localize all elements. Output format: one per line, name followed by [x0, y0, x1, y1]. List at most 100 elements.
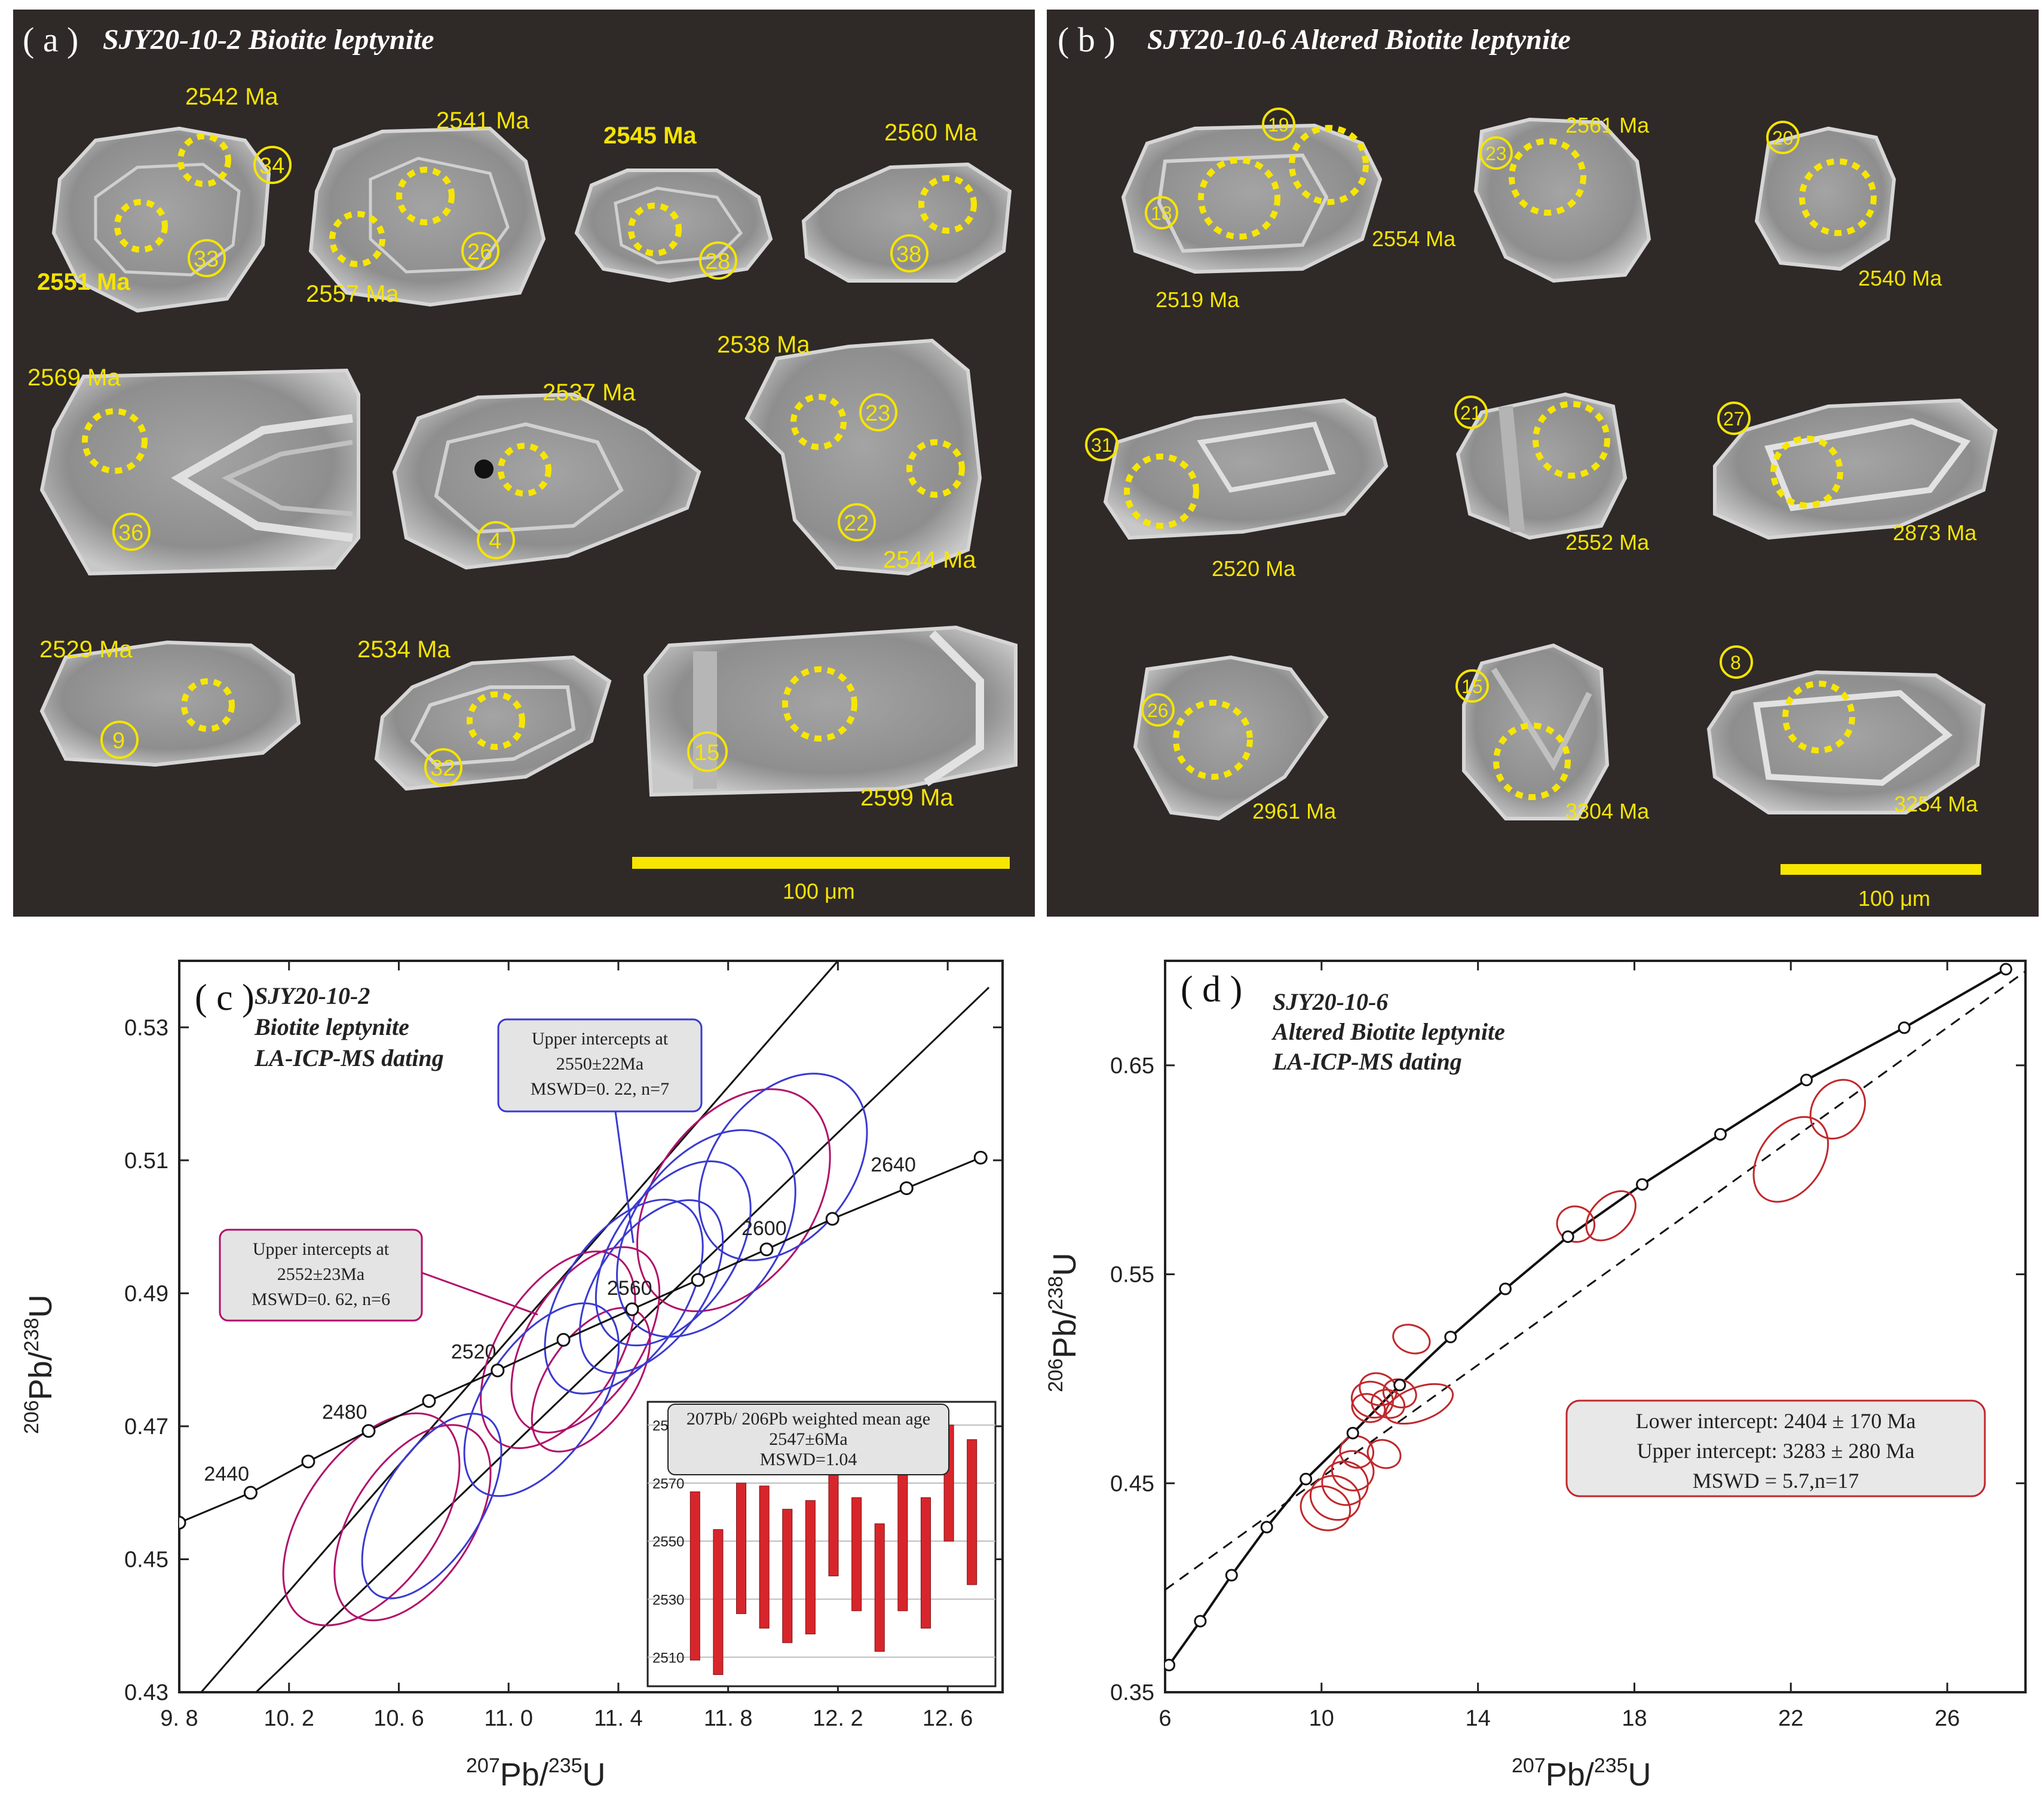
- scale-bar: [632, 857, 1010, 869]
- concordia-chart-c: 2440 2480 2520 2560 2600 2640 9. 8 10. 2 10. 6 1…: [20, 960, 1004, 1793]
- y-tick-label: 0.51: [124, 1148, 168, 1174]
- inset-bar: [782, 1509, 793, 1643]
- grain-age: 2538 Ma: [717, 332, 810, 358]
- y-tick-label: 0.45: [124, 1547, 168, 1572]
- error-ellipse-purple: [480, 1250, 636, 1450]
- spot-number: 36: [118, 520, 143, 546]
- zircon-grain: 2599 Ma 15: [643, 625, 1018, 811]
- annotation-line: 2550±22Ma: [556, 1054, 643, 1074]
- spot-number: 23: [1485, 143, 1507, 164]
- error-ellipse: [1339, 1435, 1375, 1469]
- inset-bar: [967, 1439, 977, 1585]
- error-ellipse: [1809, 1079, 1866, 1140]
- spot-number: 15: [1461, 676, 1483, 697]
- chart-letter: ( d ): [1181, 969, 1242, 1010]
- y-axis-label: 206Pb/238U: [1044, 1252, 1083, 1392]
- inset-tick-label: 2510: [652, 1650, 684, 1666]
- error-ellipse-purple: [282, 1412, 461, 1626]
- grain-age: 3254 Ma: [1894, 792, 1978, 816]
- error-ellipse: [1331, 1450, 1375, 1491]
- zircon-grain: 2534 Ma 32: [357, 636, 612, 791]
- y-tick-label: 0.65: [1110, 1053, 1154, 1079]
- error-ellipse: [1359, 1372, 1398, 1407]
- x-tick-label: 14: [1465, 1706, 1490, 1731]
- spot-number: 22: [844, 511, 869, 536]
- concordia-point: [1498, 1282, 1512, 1295]
- scale-label: 100 μm: [783, 879, 855, 903]
- annotation-line: MSWD=0. 22, n=7: [531, 1079, 669, 1099]
- error-ellipse-blue: [544, 1199, 704, 1395]
- annotation-blue: Upper intercepts at 2550±22Ma MSWD=0. 22…: [497, 1018, 703, 1243]
- spot-number: 28: [705, 249, 730, 274]
- chart-subtitle: Altered Biotite leptynite: [1271, 1018, 1505, 1045]
- concordia-age-label: 2480: [322, 1401, 367, 1424]
- zircon-grain: 2540 Ma 20: [1754, 121, 1942, 290]
- concordia-point: [1714, 1128, 1727, 1141]
- grain-age: 2544 Ma: [883, 547, 976, 573]
- error-ellipse-purple: [510, 1246, 661, 1433]
- zircon-grain: 2519 Ma 2554 Ma 18 19: [1121, 108, 1456, 312]
- zircon-grain: 2560 Ma 38: [801, 120, 1012, 283]
- concordia-age-label: 2440: [204, 1463, 249, 1485]
- spot-number: 15: [694, 740, 719, 765]
- error-ellipse-purple: [333, 1424, 492, 1622]
- error-ellipse: [1371, 1389, 1406, 1419]
- zircon-grain: 2529 Ma 9: [39, 636, 301, 767]
- chart-marks: [1165, 963, 2025, 1672]
- chart-letter: ( c ): [195, 978, 255, 1018]
- grain-age: 2520 Ma: [1212, 556, 1296, 581]
- grain-age: 2561 Ma: [1565, 113, 1650, 137]
- annotation-line: Upper intercept: 3283 ± 280 Ma: [1637, 1439, 1915, 1463]
- inset-title: 207Pb/ 206Pb weighted mean age: [687, 1409, 930, 1429]
- concordia-point: [1165, 1659, 1176, 1672]
- x-tick-label: 26: [1935, 1706, 1960, 1731]
- concordia-point: [1898, 1021, 1911, 1034]
- concordia-age-label: 2560: [607, 1277, 652, 1300]
- y-tick-label: 0.55: [1110, 1263, 1154, 1288]
- error-ellipse-blue: [594, 1160, 752, 1347]
- inset-bar: [736, 1482, 747, 1615]
- y-tick-label: 0.49: [124, 1281, 168, 1306]
- x-tick-label: 10. 6: [373, 1706, 424, 1731]
- inset-bar: [689, 1491, 700, 1661]
- concordia-point: [491, 1363, 505, 1377]
- inset-bar: [920, 1497, 931, 1629]
- x-tick-label: 10. 2: [263, 1706, 314, 1731]
- error-ellipse: [1366, 1439, 1402, 1469]
- concordia-point: [1561, 1230, 1574, 1243]
- annotation-line: Lower intercept: 2404 ± 170 Ma: [1636, 1409, 1916, 1433]
- zircon-grain: 2561 Ma 23: [1473, 113, 1651, 283]
- inset-mean-age: 2547±6Ma: [769, 1429, 847, 1449]
- axes: 6 10 14 18 22 26 0.35 0.45 0.55 0.65: [1110, 961, 2025, 1731]
- annotation-line: Upper intercepts at: [532, 1029, 669, 1049]
- inset-bar: [851, 1497, 862, 1612]
- concordia-point: [1444, 1330, 1457, 1343]
- panel-b-title: SJY20-10-6 Altered Biotite leptynite: [1147, 24, 1571, 56]
- annotation-line: MSWD=0. 62, n=6: [252, 1289, 390, 1309]
- error-ellipse-blue: [361, 1413, 502, 1600]
- concordia-point: [1194, 1615, 1207, 1628]
- zircon-grain: 2569 Ma 36: [27, 364, 360, 576]
- error-ellipse: [1309, 1475, 1361, 1521]
- zircon-grain: 2538 Ma 2544 Ma 23 22: [717, 332, 982, 576]
- error-ellipse: [1384, 1383, 1454, 1425]
- x-tick-label: 11. 8: [704, 1706, 753, 1731]
- concordia-chart-d: 6 10 14 18 22 26 0.35 0.45 0.55 0.65 ( d ) SJY20-…: [1044, 960, 2027, 1793]
- concordia-point: [1393, 1379, 1406, 1392]
- grain-age: 2569 Ma: [27, 364, 121, 391]
- plot-area: [1165, 963, 2025, 1672]
- error-ellipse: [1382, 1378, 1417, 1408]
- error-ellipse: [1350, 1380, 1394, 1419]
- concordia-point: [1999, 963, 2012, 976]
- annotation-line: 2552±23Ma: [277, 1264, 364, 1284]
- plot-area: 2440 2480 2520 2560 2600 2640: [179, 961, 990, 1692]
- zircon-grain: 2873 Ma 27: [1713, 398, 1998, 545]
- concordia-point: [179, 1515, 186, 1530]
- discordia-line: [200, 961, 839, 1692]
- x-tick-label: 12. 6: [923, 1706, 973, 1731]
- zircon-grain: 2542 Ma 2551 Ma 34 33: [37, 84, 292, 313]
- spot-number: 8: [1730, 652, 1741, 673]
- x-tick-label: 22: [1778, 1706, 1803, 1731]
- chart-marks: 2440 2480 2520 2560 2600 2640: [179, 961, 990, 1692]
- concordia-point: [1225, 1569, 1238, 1582]
